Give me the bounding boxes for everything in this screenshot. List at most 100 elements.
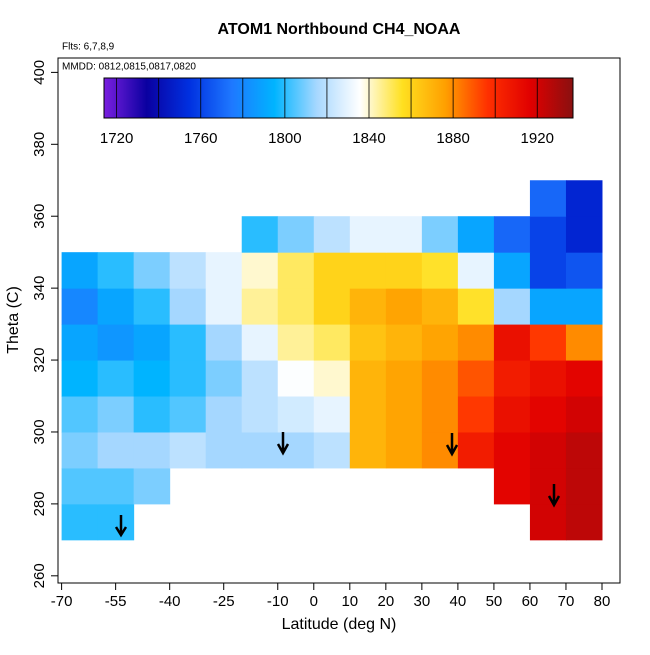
heat-cell — [565, 180, 603, 217]
heat-cell — [493, 288, 531, 325]
x-tick-label: -55 — [105, 593, 127, 610]
heat-cell — [133, 252, 171, 289]
heat-cell — [349, 216, 387, 253]
x-axis-label: Latitude (deg N) — [282, 616, 397, 633]
flights-note: Flts: 6,7,8,9 — [62, 42, 115, 53]
heat-cell — [349, 324, 387, 361]
colorbar — [103, 77, 574, 119]
heat-cell — [457, 360, 495, 397]
heat-cell — [385, 396, 423, 433]
heat-cell — [61, 396, 99, 433]
heat-cell — [169, 431, 207, 469]
heat-cell — [421, 216, 459, 253]
plot-frame — [57, 57, 621, 584]
y-tick-label: 360 — [31, 204, 48, 229]
x-tick-label: 50 — [486, 593, 503, 610]
x-tick-label: 20 — [377, 593, 394, 610]
heat-cell — [241, 396, 279, 433]
heat-cell — [277, 324, 315, 361]
heat-cell — [529, 360, 567, 397]
heat-cell — [97, 360, 135, 397]
heat-cell — [313, 360, 351, 397]
heat-cell — [529, 288, 567, 325]
x-tick-label: 40 — [450, 593, 467, 610]
x-tick-label: 30 — [414, 593, 431, 610]
heat-cell — [277, 288, 315, 325]
heat-cell — [61, 431, 99, 469]
heat-cell — [205, 431, 243, 469]
heat-cell — [61, 324, 99, 361]
heat-cell — [205, 288, 243, 325]
heat-cell — [421, 360, 459, 397]
colorbar-tick-label: 1880 — [436, 130, 469, 147]
colorbar-tick-label: 1760 — [184, 130, 217, 147]
heat-cell — [169, 288, 207, 325]
heat-cell — [61, 288, 99, 325]
heatmap — [61, 180, 603, 541]
colorbar-tick-label: 1800 — [268, 130, 301, 147]
y-tick-label: 320 — [31, 348, 48, 373]
y-tick-label: 280 — [31, 491, 48, 516]
heat-cell — [169, 252, 207, 289]
x-tick-label: -25 — [213, 593, 235, 610]
x-tick-label: 10 — [341, 593, 358, 610]
arrows — [114, 432, 561, 538]
heat-cell — [205, 396, 243, 433]
arrow — [445, 433, 459, 457]
x-tick-label: -10 — [267, 593, 289, 610]
heat-cell — [385, 324, 423, 361]
heat-cell — [457, 396, 495, 433]
colorbar-tick-label: 1920 — [521, 130, 554, 147]
heat-cell — [97, 252, 135, 289]
heat-cell — [97, 467, 135, 505]
heat-cell — [529, 503, 567, 541]
heat-cell — [349, 396, 387, 433]
heat-cell — [133, 288, 171, 325]
heat-cell — [565, 324, 603, 361]
heat-cell — [169, 396, 207, 433]
heat-cell — [493, 360, 531, 397]
arrow — [547, 484, 561, 508]
heat-cell — [349, 360, 387, 397]
heat-cell — [205, 324, 243, 361]
heat-cell — [421, 324, 459, 361]
heat-cell — [133, 431, 171, 469]
heat-cell — [493, 467, 531, 505]
colorbar-tick-label: 1840 — [352, 130, 385, 147]
heat-cell — [457, 324, 495, 361]
y-tick-label: 400 — [31, 60, 48, 85]
heat-cell — [133, 467, 171, 505]
heat-cell — [241, 431, 279, 469]
heat-cell — [385, 360, 423, 397]
heat-cell — [169, 324, 207, 361]
heat-cell — [529, 180, 567, 217]
heat-cell — [385, 252, 423, 289]
heat-cell — [313, 324, 351, 361]
heat-cell — [457, 252, 495, 289]
heat-cell — [565, 216, 603, 253]
heat-cell — [529, 216, 567, 253]
heat-cell — [565, 503, 603, 541]
heat-cell — [97, 288, 135, 325]
heat-cell — [241, 252, 279, 289]
colorbar-tick-label: 1720 — [100, 130, 133, 147]
heat-cell — [241, 216, 279, 253]
dates-note: MMDD: 0812,0815,0817,0820 — [62, 62, 196, 73]
heat-cell — [205, 252, 243, 289]
heat-cell — [169, 360, 207, 397]
heat-cell — [277, 252, 315, 289]
heat-cell — [529, 324, 567, 361]
heat-cell — [565, 396, 603, 433]
x-tick-label: -40 — [159, 593, 181, 610]
heat-cell — [241, 288, 279, 325]
heat-cell — [277, 396, 315, 433]
heat-cell — [565, 467, 603, 505]
heat-cell — [457, 431, 495, 469]
heat-cell — [97, 396, 135, 433]
arrow — [276, 432, 290, 456]
heat-cell — [529, 252, 567, 289]
heat-cell — [313, 288, 351, 325]
heat-cell — [421, 396, 459, 433]
heat-cell — [61, 467, 99, 505]
arrow — [114, 515, 128, 538]
